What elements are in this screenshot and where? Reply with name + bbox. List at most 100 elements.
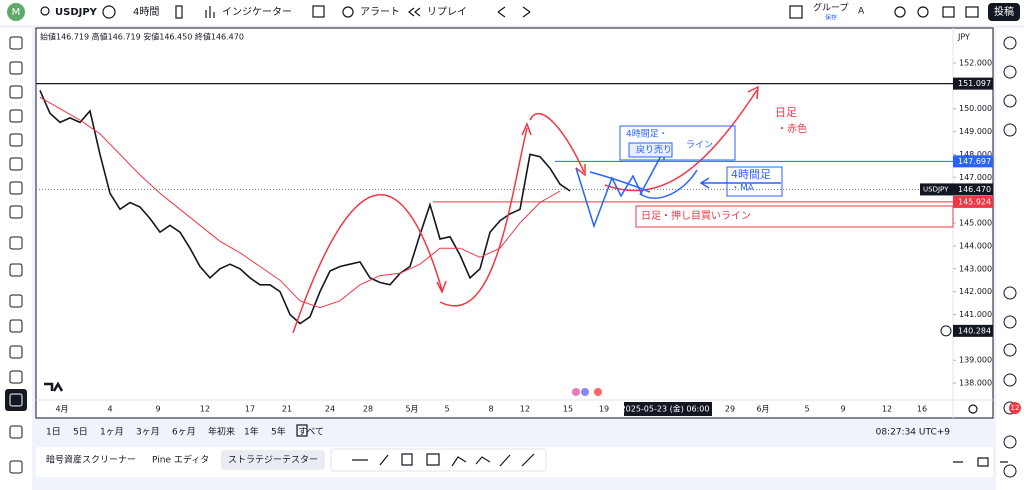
widget-icon[interactable] [1003, 65, 1017, 79]
tool-icon[interactable] [9, 345, 23, 359]
group[interactable]: グループ [813, 2, 848, 14]
goto-date[interactable] [296, 424, 308, 437]
alert-icon[interactable] [342, 6, 354, 18]
fullscreen[interactable] [942, 6, 955, 18]
interval[interactable]: 4時間 [133, 6, 159, 18]
x-tick-label: 9 [155, 405, 160, 414]
quick-search[interactable] [894, 6, 906, 18]
price-tag-label: 140.284 [958, 326, 991, 335]
x-tick-label: 24 [325, 405, 335, 414]
tool-icon[interactable] [9, 133, 23, 147]
replay[interactable]: リプレイ [427, 6, 467, 18]
indicators[interactable]: インジケーター [222, 6, 292, 18]
widget-icon[interactable] [1003, 286, 1017, 300]
tool-icon[interactable] [9, 36, 23, 50]
note: ・赤色 [777, 122, 807, 135]
post-label: 投稿 [994, 5, 1014, 18]
clock: 08:27:34 UTC+9 [876, 428, 951, 438]
tool-icon[interactable] [9, 319, 23, 333]
blue-path [575, 167, 698, 229]
tab[interactable]: Pine エディタ [152, 454, 209, 466]
note: 4時間足 [731, 168, 771, 181]
tool-icon[interactable] [9, 460, 23, 474]
x-tick-label: 19 [599, 405, 609, 414]
range-button[interactable]: 1ヶ月 [100, 427, 124, 438]
range-button[interactable]: 1日 [46, 427, 61, 438]
x-tick-label: 5月 [405, 405, 418, 414]
replay-icon[interactable] [408, 7, 421, 17]
candle-type[interactable] [175, 5, 183, 19]
post-button[interactable] [988, 3, 1020, 21]
range-button[interactable]: 3ヶ月 [136, 427, 160, 438]
tool-icon[interactable] [9, 294, 23, 308]
x-tick-label: 5 [804, 405, 809, 414]
tool-icon[interactable] [9, 393, 23, 407]
widget-icon[interactable] [1003, 36, 1017, 50]
range-button[interactable]: 1年 [244, 426, 259, 438]
range-button[interactable]: 5日 [73, 427, 88, 438]
layouts-icon[interactable] [312, 5, 325, 18]
settings[interactable] [917, 6, 929, 18]
x-tick-label: 15 [563, 405, 573, 414]
tool-icon[interactable] [9, 205, 23, 219]
range-button[interactable]: 6ヶ月 [172, 427, 196, 438]
widget-icon[interactable] [1003, 123, 1017, 137]
tool-icon[interactable] [9, 236, 23, 250]
alert[interactable]: アラート [360, 6, 400, 18]
arrow-head [436, 280, 447, 294]
tab[interactable]: ストラテジーテスター [228, 455, 318, 466]
left-toolbar [0, 28, 32, 490]
tool-icon[interactable] [9, 85, 23, 99]
axis-settings[interactable] [968, 404, 978, 414]
plus-button[interactable] [940, 325, 952, 337]
range-button[interactable]: すべて [298, 427, 324, 438]
indicators-icon[interactable] [205, 6, 215, 18]
tool-icon[interactable] [9, 263, 23, 277]
tool-icon[interactable] [9, 370, 23, 384]
widget-icon[interactable] [1003, 315, 1017, 329]
x-tick-label: 28 [363, 405, 373, 414]
range-button[interactable]: 5年 [271, 426, 286, 438]
tab[interactable]: 暗号資産スクリーナー [46, 454, 136, 466]
x-tick-label: 17 [245, 405, 255, 414]
widget-icon[interactable] [1003, 464, 1017, 478]
tool-icon[interactable] [9, 425, 23, 439]
y-tick-label: 147.000 [959, 173, 992, 182]
price-tag [953, 183, 993, 196]
redo[interactable] [522, 6, 531, 18]
y-tick-label: 138.000 [959, 379, 992, 388]
y-tick-label: 150.000 [959, 104, 992, 113]
range-button[interactable]: 年初来 [208, 426, 235, 438]
tool-icon[interactable] [9, 61, 23, 75]
symbol[interactable]: USDJPY [55, 7, 98, 18]
widget-icon[interactable] [1003, 343, 1017, 357]
panel-controls[interactable] [953, 457, 1008, 467]
event-icon [594, 388, 602, 396]
layout-icon[interactable] [789, 5, 803, 19]
note-box [619, 125, 736, 161]
avatar[interactable] [7, 3, 25, 21]
drawing-tools [5, 36, 27, 474]
chart-panel [35, 27, 994, 419]
tool-icon[interactable] [9, 157, 23, 171]
note: ・MA [731, 184, 755, 194]
search-icon[interactable] [40, 6, 50, 16]
font-menu[interactable]: A [858, 7, 865, 17]
notification-count: 12 [1011, 404, 1020, 412]
tool-icon[interactable] [9, 181, 23, 195]
tool-icon[interactable] [9, 109, 23, 123]
snapshot[interactable] [965, 6, 979, 18]
quick-tools[interactable] [352, 453, 535, 467]
undo[interactable] [497, 6, 506, 18]
widget-icon[interactable] [1003, 373, 1017, 387]
note: 日足・押し目買いライン [641, 209, 751, 222]
y-tick-label: 143.000 [959, 264, 992, 273]
widget-icon[interactable] [1003, 435, 1017, 449]
tab-active [221, 450, 325, 470]
red-arc [292, 194, 443, 334]
x-tick-label: 21 [282, 405, 292, 414]
add-symbol[interactable] [102, 5, 116, 19]
x-tick-label: 12 [200, 405, 210, 414]
note-box [628, 142, 673, 158]
widget-icon[interactable] [1003, 94, 1017, 108]
